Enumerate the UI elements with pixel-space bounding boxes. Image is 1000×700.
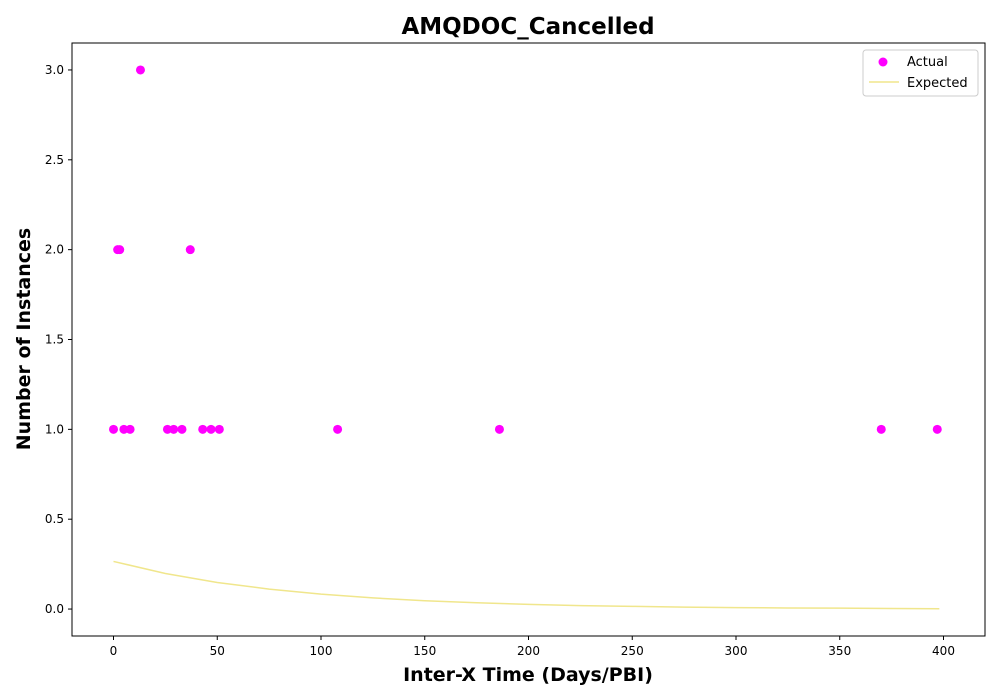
y-tick-label: 1.0 [45,422,64,436]
y-axis-title: Number of Instances [13,228,35,450]
x-tick-label: 100 [310,644,333,658]
x-tick-label: 400 [932,644,955,658]
x-tick-label: 250 [621,644,644,658]
legend-label-expected: Expected [907,76,968,91]
expected-line [113,560,940,610]
actual-point [125,424,135,434]
actual-point [185,245,195,255]
actual-point [494,424,504,434]
x-tick-label: 150 [413,644,436,658]
actual-point [109,424,118,434]
chart-title: AMQDOC_Cancelled [401,14,654,40]
series-layer [109,65,942,610]
x-tick-label: 300 [725,644,748,658]
actual-point [162,424,172,434]
legend: Actual Expected [862,49,979,97]
x-tick-label: 200 [517,644,540,658]
y-tick-label: 2.5 [45,153,64,167]
x-tick-label: 0 [110,644,118,658]
x-tick-label: 350 [828,644,851,658]
legend-label-actual: Actual [907,55,948,70]
actual-point [876,424,886,434]
legend-box [862,49,979,97]
y-tick-label: 0.0 [45,602,64,616]
y-tick-label: 0.5 [45,512,64,526]
actual-point [177,424,187,434]
y-tick-label: 2.0 [45,243,64,257]
actual-point [169,424,179,434]
actual-point [932,424,942,434]
legend-marker-actual [878,57,888,67]
y-tick-label: 3.0 [45,63,64,77]
actual-point [206,424,216,434]
actual-point [333,424,343,434]
actual-point [135,65,145,75]
actual-point [119,424,129,434]
plot-area [71,42,986,637]
y-tick-label: 1.5 [45,333,64,347]
x-axis: 0 50 100 150 200 250 300 350 400 [110,636,955,658]
actual-point [214,424,224,434]
x-tick-label: 50 [210,644,225,658]
x-axis-title: Inter-X Time (Days/PBI) [403,664,653,686]
y-axis: 0.0 0.5 1.0 1.5 2.0 2.5 3.0 [45,63,72,616]
actual-point [198,424,208,434]
actual-point [115,245,125,255]
